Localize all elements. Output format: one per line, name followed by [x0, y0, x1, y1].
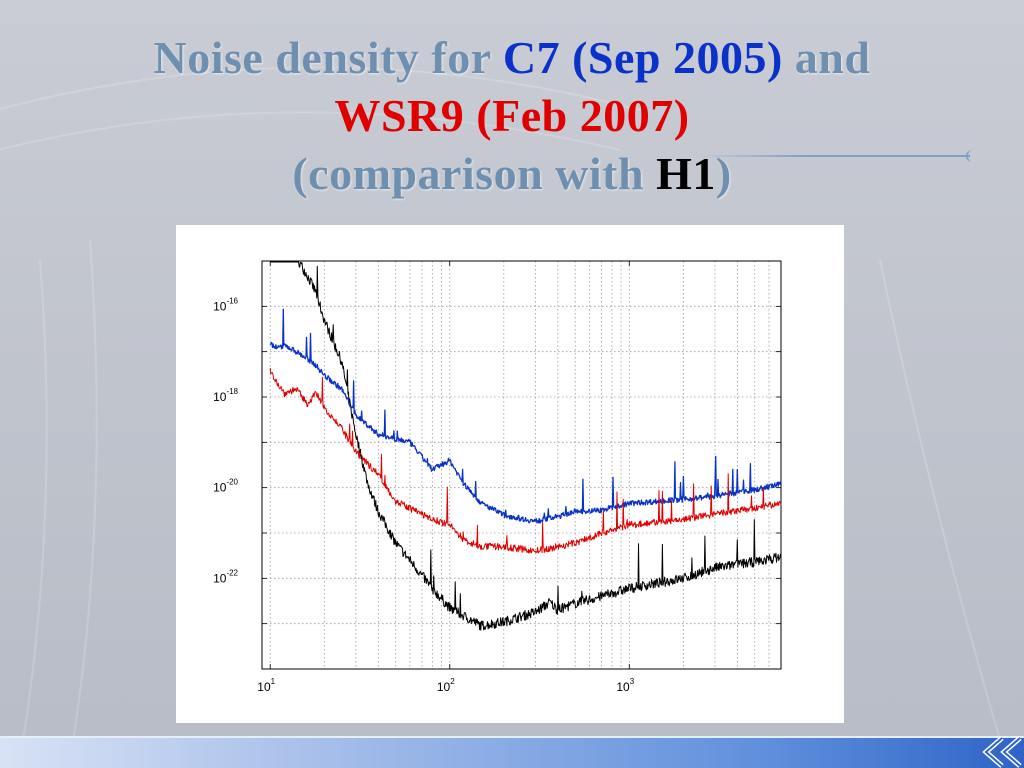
- title-divider-rule: [700, 155, 970, 157]
- title-divider-cap: [966, 150, 974, 162]
- title-prefix: Noise density for: [153, 32, 491, 83]
- footer-stripe: [0, 736, 1024, 739]
- slide-title: Noise density for C7 (Sep 2005) and WSR9…: [0, 30, 1024, 204]
- footer-bar: [0, 738, 1024, 768]
- title-c7-label: C7 (Sep 2005): [502, 32, 783, 83]
- y-tick-label: 10-22: [213, 568, 238, 585]
- title-line-2: WSR9 (Feb 2007): [0, 88, 1024, 146]
- x-tick-label: 103: [616, 677, 634, 694]
- noise-density-chart: 10-16 10-18 10-20 10-22 101 102 103: [213, 239, 782, 694]
- x-tick-label: 102: [437, 677, 455, 694]
- series-line: [270, 261, 782, 631]
- x-tick-label: 101: [257, 677, 275, 694]
- title-comparison-close: ): [715, 148, 732, 199]
- title-wsr9-label: WSR9 (Feb 2007): [334, 90, 690, 141]
- series-line: [269, 308, 782, 524]
- title-line-1: Noise density for C7 (Sep 2005) and: [0, 30, 1024, 88]
- chart-panel: 10-16 10-18 10-20 10-22 101 102 103: [176, 225, 844, 723]
- plot-frame: [261, 260, 782, 670]
- y-tick-label: 10-16: [213, 296, 238, 313]
- title-comparison-open: (comparison with: [292, 148, 645, 199]
- footer-chevron-icon: [982, 736, 1022, 768]
- title-and: and: [794, 32, 871, 83]
- y-tick-label: 10-18: [213, 387, 238, 404]
- y-tick-label: 10-20: [213, 478, 238, 495]
- series-line: [269, 368, 782, 554]
